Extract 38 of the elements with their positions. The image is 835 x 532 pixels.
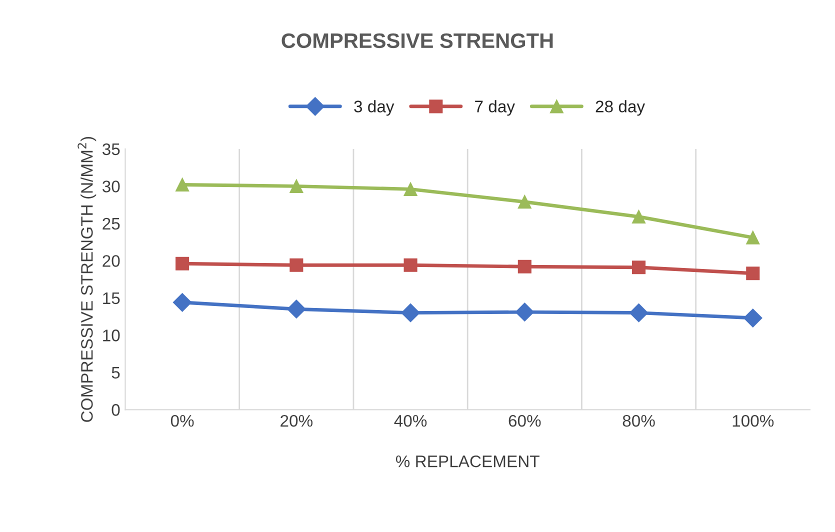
x-tick-label: 100% [732,414,774,427]
y-tick-label: 30 [102,180,120,192]
y-tick-label: 10 [103,330,120,342]
x-axis-title: % REPLACEMENT [396,455,540,468]
point [176,178,190,192]
point [744,308,762,328]
y-tick-label: 15 [103,292,120,304]
point [172,293,192,312]
point [632,210,646,224]
y-tick-label: 5 [112,366,120,379]
point [404,258,418,272]
point [404,182,418,196]
point [629,303,648,322]
point [515,302,534,322]
y-tick-label: 0 [112,404,120,416]
point [632,260,646,274]
y-tick-label: 35 [102,143,120,156]
point [287,300,306,318]
x-tick-label: 40% [394,414,427,427]
y-tick-label: 20 [102,255,120,267]
point [518,195,532,209]
x-tick-label: 80% [622,414,655,427]
point [290,258,304,272]
legend-label: 7 day [475,100,515,116]
legend-label: 28 day [596,100,646,116]
legend-label: 3 day [354,100,394,116]
x-tick-label: 20% [280,414,313,427]
y-axis-title: COMPRESSIVE STRENGTH (N/MM$^{2}$) [78,137,96,422]
point [176,256,190,270]
y-tick-label: 25 [102,218,120,230]
point [746,230,760,244]
point [746,266,760,280]
x-tick-label: 0% [170,414,194,427]
point [401,303,420,322]
x-tick-label: 60% [508,414,541,427]
point [518,260,532,274]
point [290,179,304,193]
chart-title: COMPRESSIVE STRENGTH [282,33,553,48]
